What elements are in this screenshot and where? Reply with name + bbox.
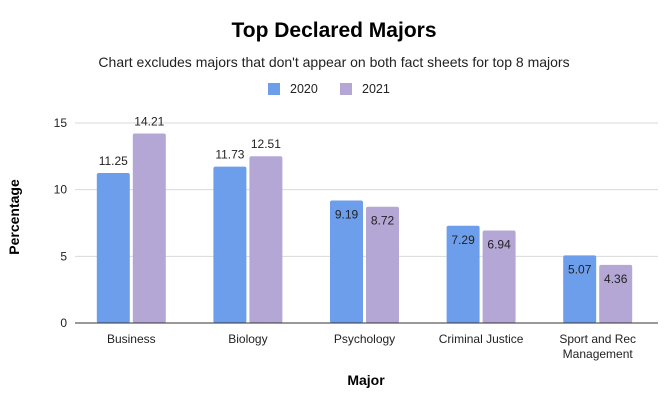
legend-swatch-2020 [268, 83, 280, 95]
y-axis-ticks: 0 5 10 15 [54, 116, 68, 330]
data-label: 12.51 [251, 137, 281, 151]
data-label: 5.07 [568, 262, 592, 276]
y-tick-label: 5 [60, 249, 67, 263]
bar-2021-biology [249, 156, 283, 323]
chart-subtitle: Chart excludes majors that don't appear … [98, 54, 569, 70]
chart-title: Top Declared Majors [232, 19, 437, 42]
data-label: 6.94 [487, 237, 511, 251]
x-tick-label-line: Sport and Rec [559, 332, 636, 346]
x-tick-label: Biology [228, 332, 267, 346]
data-label: 9.19 [335, 207, 359, 221]
data-labels: 11.25 14.21 11.73 12.51 9.19 8.72 7.29 6.94 5.07… [99, 115, 628, 286]
y-tick-label: 10 [54, 183, 68, 197]
data-label: 11.73 [215, 148, 244, 162]
data-label: 14.21 [134, 115, 164, 129]
data-label: 11.25 [99, 154, 128, 168]
bar-2021-sport-and-rec-management [599, 264, 633, 323]
bar-2020-business [96, 173, 130, 323]
y-tick-label: 0 [60, 316, 67, 330]
y-tick-label: 15 [54, 116, 68, 130]
legend-swatch-2021 [340, 83, 352, 95]
x-tick-label-line: Business [107, 332, 156, 346]
x-tick-label-line: Criminal Justice [439, 332, 524, 346]
y-axis-title: Percentage [6, 179, 22, 255]
data-label: 8.72 [371, 214, 395, 228]
bar-2021-criminal-justice [482, 230, 516, 323]
x-axis-title: Major [347, 372, 385, 388]
x-axis-ticks: Business Biology Psychology Criminal Justic… [107, 332, 636, 361]
x-tick-label: Criminal Justice [439, 332, 524, 346]
x-tick-label-line: Psychology [334, 332, 395, 346]
bar-2020-psychology [330, 200, 363, 323]
bars [96, 133, 633, 323]
x-tick-label: Psychology [334, 332, 395, 346]
bar-2021-business [132, 133, 166, 323]
x-tick-label: Sport and Rec Management [559, 332, 636, 361]
bar-2021-psychology [366, 206, 399, 323]
x-tick-label: Business [107, 332, 156, 346]
data-label: 4.36 [604, 272, 628, 286]
bar-2020-criminal-justice [446, 225, 480, 323]
legend: 2020 2021 [268, 82, 390, 96]
x-tick-label-line: Management [563, 347, 634, 361]
bar-2020-biology [213, 166, 247, 323]
data-label: 7.29 [451, 233, 475, 247]
x-tick-label-line: Biology [228, 332, 267, 346]
legend-label: 2020 [290, 82, 318, 96]
legend-label: 2021 [362, 82, 390, 96]
bar-2020-sport-and-rec-management [563, 255, 597, 323]
